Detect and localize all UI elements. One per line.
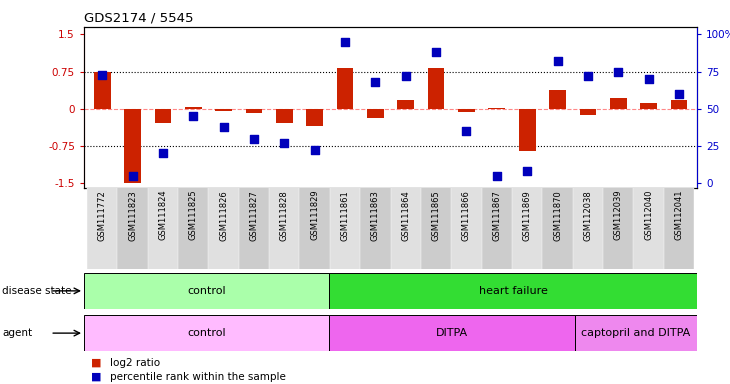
Text: heart failure: heart failure xyxy=(479,286,548,296)
Text: GSM111865: GSM111865 xyxy=(431,190,441,240)
Bar xyxy=(512,188,542,269)
Bar xyxy=(215,109,232,111)
FancyBboxPatch shape xyxy=(575,315,697,351)
Point xyxy=(339,39,351,45)
Bar xyxy=(640,103,657,109)
Bar xyxy=(276,109,293,122)
FancyBboxPatch shape xyxy=(329,273,697,309)
Text: GSM111823: GSM111823 xyxy=(128,190,137,240)
Bar xyxy=(185,107,201,109)
Point xyxy=(430,49,442,55)
Text: GSM111869: GSM111869 xyxy=(523,190,531,240)
FancyBboxPatch shape xyxy=(84,315,329,351)
Bar xyxy=(360,188,391,269)
Text: ■: ■ xyxy=(91,372,101,382)
Point xyxy=(582,73,593,79)
Text: GSM111825: GSM111825 xyxy=(189,190,198,240)
Text: GSM111864: GSM111864 xyxy=(402,190,410,240)
Bar xyxy=(573,188,603,269)
Bar xyxy=(330,188,360,269)
Point xyxy=(188,113,199,119)
Point xyxy=(127,173,139,179)
Point xyxy=(612,68,624,74)
FancyBboxPatch shape xyxy=(84,273,329,309)
Point xyxy=(673,91,685,97)
Bar xyxy=(245,109,262,113)
Bar xyxy=(482,188,512,269)
Bar xyxy=(610,98,626,109)
Text: percentile rank within the sample: percentile rank within the sample xyxy=(110,372,285,382)
Text: agent: agent xyxy=(2,328,32,338)
Bar xyxy=(397,100,414,109)
Text: ■: ■ xyxy=(91,358,101,368)
Point xyxy=(491,173,503,179)
Bar xyxy=(549,90,566,109)
Text: GSM111829: GSM111829 xyxy=(310,190,319,240)
Point xyxy=(521,168,533,174)
Text: GSM111826: GSM111826 xyxy=(219,190,228,240)
Bar xyxy=(428,68,445,109)
Text: GSM111861: GSM111861 xyxy=(340,190,350,240)
Text: captopril and DITPA: captopril and DITPA xyxy=(581,328,691,338)
Point xyxy=(278,140,290,146)
Point xyxy=(248,136,260,142)
Text: DITPA: DITPA xyxy=(436,328,468,338)
Text: GSM112038: GSM112038 xyxy=(583,190,592,240)
Bar xyxy=(178,188,208,269)
Point xyxy=(157,151,169,157)
Text: GSM111866: GSM111866 xyxy=(462,190,471,241)
Text: GSM112039: GSM112039 xyxy=(614,190,623,240)
Point xyxy=(309,147,320,154)
Text: GSM112040: GSM112040 xyxy=(644,190,653,240)
Bar xyxy=(87,188,118,269)
Bar xyxy=(337,68,353,109)
Text: GSM111867: GSM111867 xyxy=(492,190,502,241)
Bar xyxy=(208,188,239,269)
Bar xyxy=(451,188,482,269)
Bar xyxy=(239,188,269,269)
Bar xyxy=(94,71,110,109)
Text: control: control xyxy=(188,328,226,338)
Bar xyxy=(421,188,451,269)
Text: GSM111827: GSM111827 xyxy=(250,190,258,240)
Text: GSM111828: GSM111828 xyxy=(280,190,289,240)
FancyBboxPatch shape xyxy=(329,315,575,351)
Text: GSM112041: GSM112041 xyxy=(675,190,683,240)
Bar xyxy=(458,109,474,112)
Bar xyxy=(307,109,323,126)
Bar xyxy=(391,188,421,269)
Text: log2 ratio: log2 ratio xyxy=(110,358,160,368)
Point xyxy=(642,76,654,82)
Bar xyxy=(671,100,687,109)
Point xyxy=(369,79,381,85)
Point xyxy=(218,124,229,130)
Point xyxy=(552,58,564,64)
Bar xyxy=(124,109,141,183)
Point xyxy=(400,73,412,79)
Bar xyxy=(580,109,596,115)
Bar xyxy=(118,188,147,269)
Bar xyxy=(155,109,172,122)
Point xyxy=(96,71,108,78)
Bar xyxy=(634,188,664,269)
Bar xyxy=(542,188,573,269)
Text: control: control xyxy=(188,286,226,296)
Text: GSM111824: GSM111824 xyxy=(158,190,167,240)
Bar xyxy=(664,188,694,269)
Bar xyxy=(269,188,299,269)
Bar xyxy=(488,108,505,109)
Text: disease state: disease state xyxy=(2,286,72,296)
Bar xyxy=(367,109,384,118)
Bar xyxy=(603,188,634,269)
Bar xyxy=(519,109,536,151)
Bar xyxy=(147,188,178,269)
Text: GSM111870: GSM111870 xyxy=(553,190,562,240)
Text: GSM111772: GSM111772 xyxy=(98,190,107,240)
Point xyxy=(461,128,472,134)
Text: GSM111863: GSM111863 xyxy=(371,190,380,241)
Text: GDS2174 / 5545: GDS2174 / 5545 xyxy=(84,11,193,24)
Bar xyxy=(299,188,330,269)
